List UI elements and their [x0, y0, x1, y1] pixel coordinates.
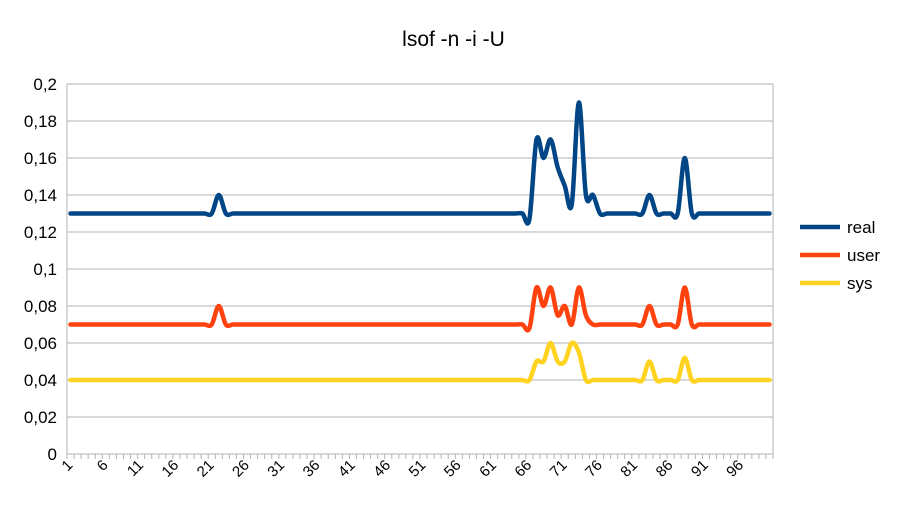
y-tick-label: 0,1 — [33, 260, 57, 279]
legend: real user sys — [800, 218, 880, 293]
x-tick-label: 36 — [300, 457, 324, 481]
y-tick-labels: 0 0,02 0,04 0,06 0,08 0,1 0,12 0,14 0,16 0,18 0,2 — [24, 75, 57, 464]
x-tick-label: 31 — [264, 457, 288, 481]
x-tick-label: 21 — [194, 457, 218, 481]
y-tick-label: 0,16 — [24, 149, 57, 168]
legend-label-real: real — [847, 218, 875, 237]
x-tick-label: 46 — [370, 457, 394, 481]
y-tick-label: 0,02 — [24, 408, 57, 427]
x-tick-label: 6 — [94, 457, 112, 475]
x-tick-labels: 1 6 11 16 21 26 31 36 41 46 51 56 61 66 71 76 81 86 91 96 — [58, 457, 747, 481]
x-tick-label: 91 — [688, 457, 712, 481]
legend-label-user: user — [847, 246, 880, 265]
gridlines — [67, 83, 773, 418]
x-tick-label: 81 — [617, 457, 641, 481]
x-tick-label: 66 — [511, 457, 535, 481]
series-line-real — [68, 100, 772, 226]
axes — [66, 84, 774, 459]
x-tick-label: 86 — [653, 457, 677, 481]
y-tick-label: 0,08 — [24, 297, 57, 316]
x-tick-label: 26 — [229, 457, 253, 481]
y-tick-label: 0,18 — [24, 112, 57, 131]
x-tick-label: 76 — [582, 457, 606, 481]
y-tick-label: 0,06 — [24, 334, 57, 353]
y-tick-label: 0,04 — [24, 371, 57, 390]
chart-title: lsof -n -i -U — [402, 28, 505, 51]
x-tick-label: 1 — [58, 457, 76, 475]
x-tick-label: 96 — [723, 457, 747, 481]
x-tick-label: 41 — [335, 457, 359, 481]
series-line-sys — [68, 340, 772, 385]
x-tick-label: 51 — [406, 457, 430, 481]
x-tick-label: 56 — [441, 457, 465, 481]
x-tick-label: 71 — [547, 457, 571, 481]
y-tick-label: 0,2 — [33, 75, 57, 94]
legend-label-sys: sys — [847, 274, 873, 293]
x-tick-label: 16 — [158, 457, 182, 481]
series-line-user — [68, 284, 772, 333]
series-lines — [68, 100, 772, 385]
y-tick-label: 0 — [48, 445, 57, 464]
x-tick-label: 11 — [124, 457, 147, 480]
x-tick-label: 61 — [476, 457, 500, 481]
y-tick-label: 0,12 — [24, 223, 57, 242]
y-tick-label: 0,14 — [24, 186, 57, 205]
